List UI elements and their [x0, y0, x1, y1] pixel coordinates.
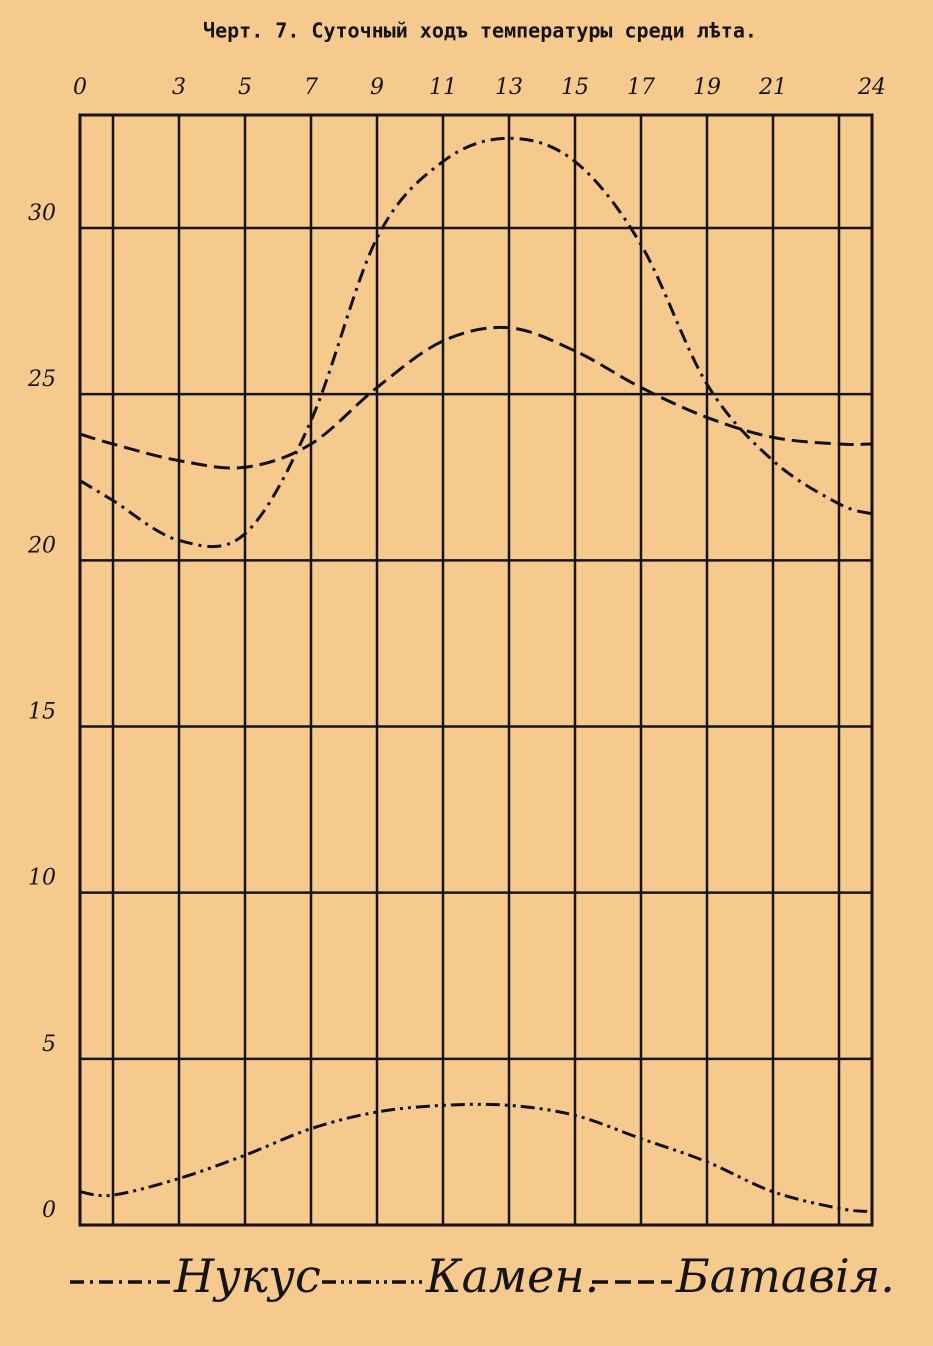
y-tick-label: 5: [42, 1032, 56, 1057]
x-tick-label: 24: [857, 75, 886, 100]
x-tick-label: 9: [370, 75, 384, 100]
x-tick-label: 19: [693, 75, 721, 100]
y-tick-label: 25: [27, 367, 56, 392]
y-tick-label: 0: [42, 1198, 56, 1223]
x-tick-label: 7: [304, 75, 318, 100]
y-tick-label: 30: [28, 201, 56, 226]
y-tick-label: 20: [27, 533, 56, 558]
x-tick-label: 3: [172, 75, 186, 100]
x-tick-label: 15: [561, 75, 589, 100]
x-tick-label: 13: [495, 75, 523, 100]
y-tick-label: 15: [28, 699, 56, 724]
x-tick-label: 5: [238, 75, 252, 100]
legend-label: Камен.: [425, 1249, 599, 1303]
legend-label: Нукус: [173, 1249, 321, 1303]
x-tick-label: 0: [73, 75, 87, 100]
x-tick-label: 21: [758, 75, 787, 100]
series-line: [79, 1102, 873, 1214]
series-line: [79, 325, 873, 470]
y-tick-label: 10: [28, 866, 56, 891]
legend-label: Батавія.: [675, 1249, 895, 1303]
x-tick-label: 17: [627, 75, 655, 100]
series-line: [79, 136, 873, 549]
x-tick-label: 11: [429, 75, 457, 100]
chart-title: Черт. 7. Суточный ходъ температуры среди…: [203, 19, 757, 43]
